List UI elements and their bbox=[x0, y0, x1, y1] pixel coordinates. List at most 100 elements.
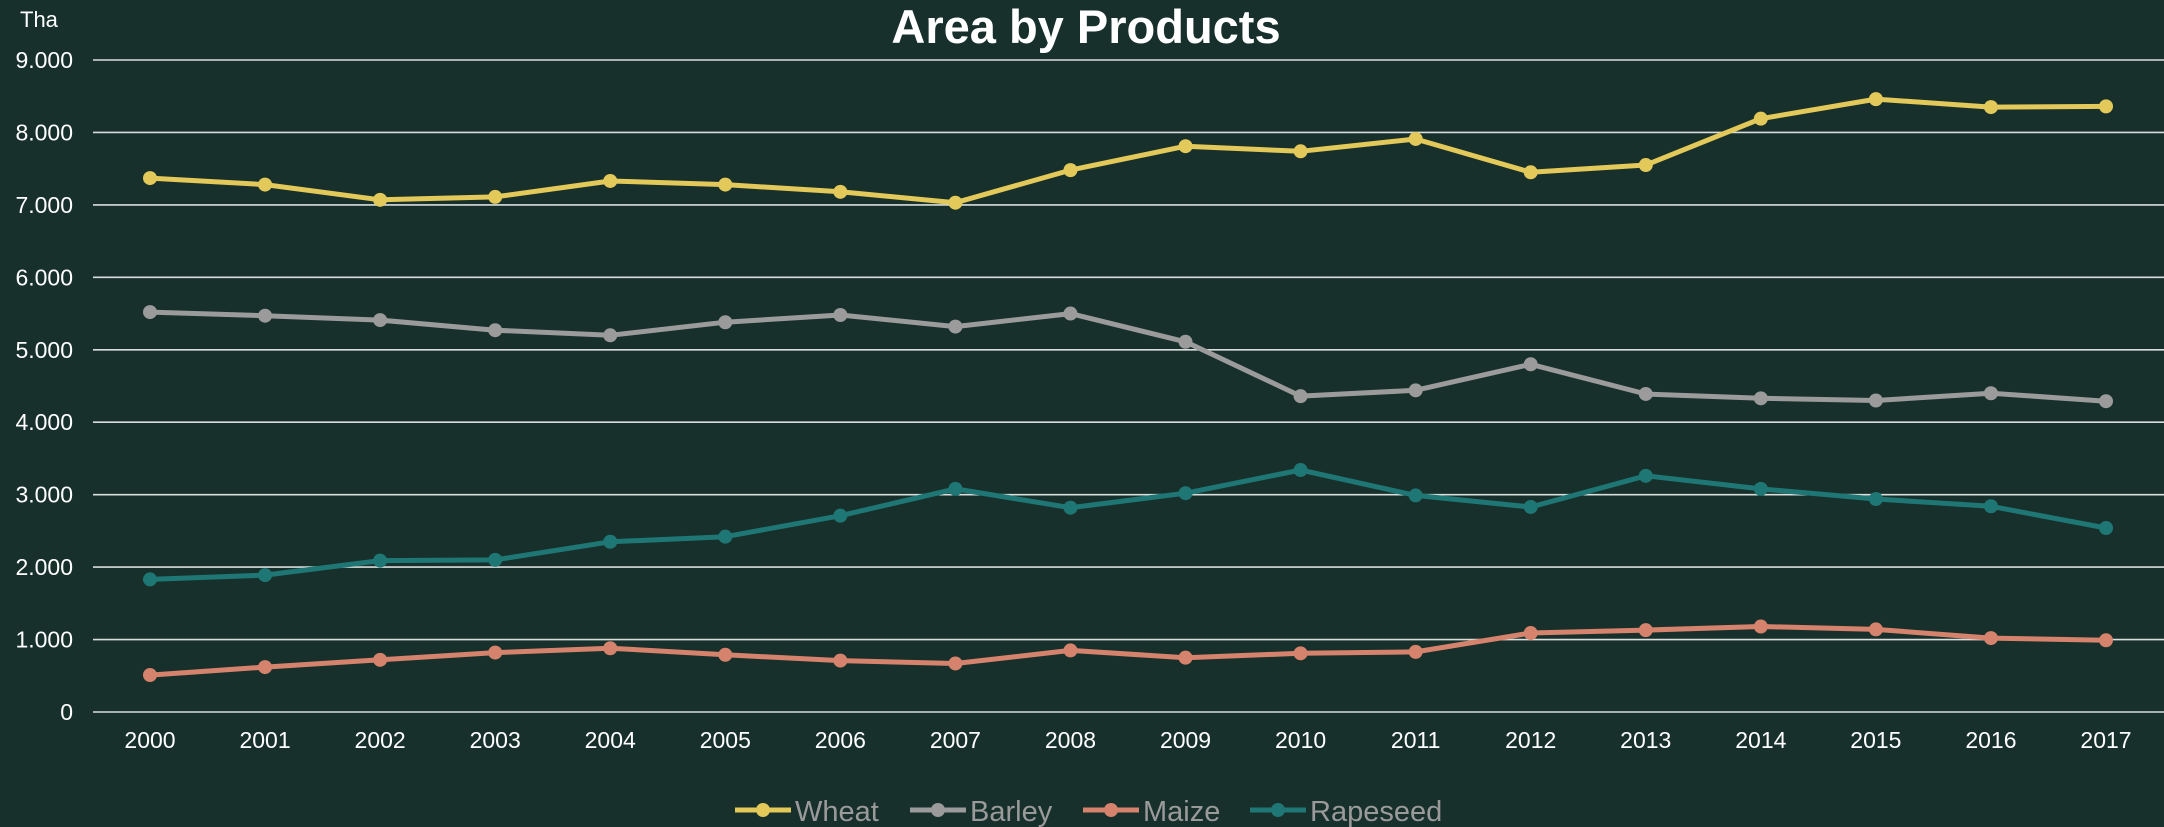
series-rapeseed bbox=[143, 463, 2113, 587]
legend-marker bbox=[756, 803, 770, 817]
x-tick-label: 2009 bbox=[1160, 727, 1211, 753]
data-point bbox=[1638, 386, 1653, 401]
y-tick-label: 1.000 bbox=[15, 627, 73, 653]
x-tick-label: 2003 bbox=[470, 727, 521, 753]
data-point bbox=[948, 656, 963, 671]
data-point bbox=[488, 189, 503, 204]
data-point bbox=[1293, 463, 1308, 478]
data-point bbox=[1408, 488, 1423, 503]
data-point bbox=[1983, 386, 1998, 401]
data-point bbox=[1638, 158, 1653, 173]
legend-marker bbox=[1271, 803, 1285, 817]
data-point bbox=[1408, 644, 1423, 659]
series-barley bbox=[143, 305, 2113, 409]
legend-item-wheat: Wheat bbox=[735, 796, 879, 827]
y-tick-label: 2.000 bbox=[15, 554, 73, 580]
data-point bbox=[143, 572, 157, 587]
data-point bbox=[1523, 499, 1538, 514]
data-point bbox=[603, 534, 618, 549]
data-point bbox=[1523, 165, 1538, 180]
data-point bbox=[833, 508, 848, 523]
data-point bbox=[718, 315, 733, 330]
data-point bbox=[1983, 100, 1998, 115]
legend-marker bbox=[1104, 803, 1118, 817]
data-point bbox=[603, 173, 618, 188]
x-tick-label: 2015 bbox=[1850, 727, 1901, 753]
series-line-wheat bbox=[147, 96, 2109, 206]
y-tick-label: 7.000 bbox=[15, 192, 73, 218]
data-point bbox=[833, 653, 848, 668]
x-tick-label: 2008 bbox=[1045, 727, 1096, 753]
data-point bbox=[603, 328, 618, 343]
data-point bbox=[488, 552, 503, 567]
y-tick-label: 9.000 bbox=[15, 47, 73, 73]
y-axis-ticks: 0 1.000 2.000 3.000 4.000 5.000 6.000 7.000 8.00… bbox=[15, 47, 73, 725]
y-tick-label: 8.000 bbox=[15, 119, 73, 145]
legend-label: Maize bbox=[1143, 796, 1220, 827]
data-point bbox=[1178, 486, 1193, 501]
data-point bbox=[373, 192, 388, 207]
y-axis-unit-label: Tha bbox=[20, 7, 59, 32]
data-point bbox=[718, 529, 733, 544]
data-point bbox=[1293, 144, 1308, 159]
legend: Wheat Barley Maize Rapeseed bbox=[735, 796, 1442, 827]
x-tick-label: 2002 bbox=[355, 727, 406, 753]
y-tick-label: 3.000 bbox=[15, 482, 73, 508]
data-point bbox=[143, 305, 157, 320]
x-tick-label: 2017 bbox=[2080, 727, 2131, 753]
data-point bbox=[373, 553, 388, 568]
data-point bbox=[948, 319, 963, 334]
data-point bbox=[1523, 357, 1538, 372]
x-tick-label: 2005 bbox=[700, 727, 751, 753]
data-point bbox=[2099, 394, 2113, 409]
series-line-barley bbox=[147, 309, 2109, 404]
data-point bbox=[258, 660, 273, 675]
data-point bbox=[1983, 631, 1998, 646]
data-point bbox=[1293, 389, 1308, 404]
data-point bbox=[373, 652, 388, 667]
x-tick-label: 2006 bbox=[815, 727, 866, 753]
x-tick-label: 2016 bbox=[1965, 727, 2016, 753]
gridlines bbox=[93, 59, 2164, 713]
data-point bbox=[1638, 468, 1653, 483]
data-point bbox=[258, 308, 273, 323]
data-point bbox=[143, 171, 157, 186]
legend-item-rapeseed: Rapeseed bbox=[1250, 796, 1442, 827]
data-point bbox=[2099, 633, 2113, 648]
data-point bbox=[718, 177, 733, 192]
x-tick-label: 2014 bbox=[1735, 727, 1786, 753]
series-wheat bbox=[143, 92, 2113, 210]
data-point bbox=[143, 668, 157, 683]
legend-item-maize: Maize bbox=[1083, 796, 1220, 827]
data-point bbox=[1408, 131, 1423, 146]
y-tick-label: 0 bbox=[60, 699, 73, 725]
x-tick-label: 2000 bbox=[124, 727, 175, 753]
data-point bbox=[833, 308, 848, 323]
data-point bbox=[1178, 650, 1193, 665]
series-maize bbox=[143, 619, 2113, 683]
x-tick-label: 2001 bbox=[239, 727, 290, 753]
data-point bbox=[603, 641, 618, 656]
series-line-maize bbox=[147, 624, 2109, 678]
series-line-rapeseed bbox=[147, 467, 2109, 582]
x-tick-label: 2007 bbox=[930, 727, 981, 753]
data-point bbox=[718, 647, 733, 662]
data-point bbox=[1408, 383, 1423, 398]
data-point bbox=[1868, 393, 1883, 408]
y-tick-label: 4.000 bbox=[15, 409, 73, 435]
x-axis-ticks: 2000 2001 2002 2003 2004 2005 2006 2007 2008 2009… bbox=[124, 727, 2131, 753]
legend-marker bbox=[931, 803, 945, 817]
data-point bbox=[1753, 481, 1768, 496]
x-tick-label: 2010 bbox=[1275, 727, 1326, 753]
data-point bbox=[258, 568, 273, 583]
data-point bbox=[1063, 163, 1078, 178]
data-point bbox=[1063, 500, 1078, 515]
data-point bbox=[258, 177, 273, 192]
x-tick-label: 2011 bbox=[1391, 727, 1440, 753]
data-point bbox=[488, 323, 503, 338]
data-point bbox=[2099, 99, 2113, 114]
data-point bbox=[1638, 623, 1653, 638]
data-point bbox=[1868, 622, 1883, 637]
